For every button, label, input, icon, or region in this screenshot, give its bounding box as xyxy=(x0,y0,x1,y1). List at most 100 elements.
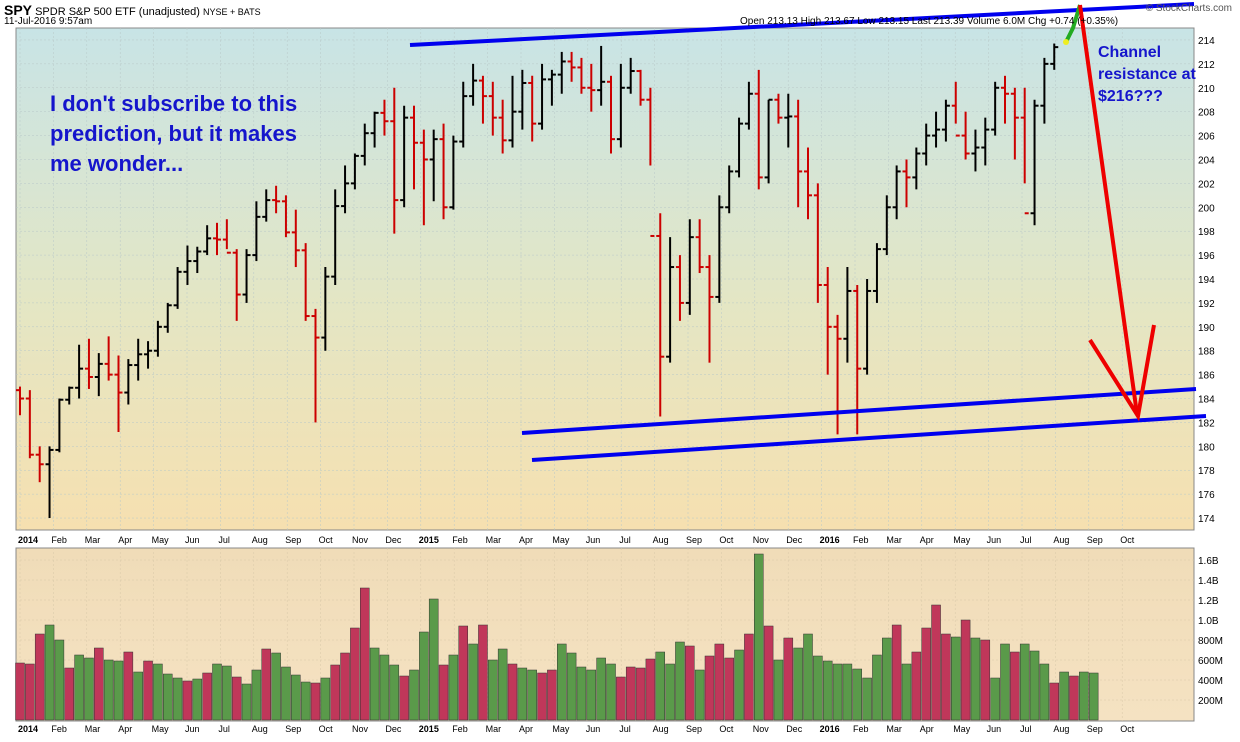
volume-x-axis-label: Aug xyxy=(252,724,268,734)
ohlc-bar xyxy=(567,51,576,82)
x-axis-label: 2014 xyxy=(18,535,38,545)
volume-bar xyxy=(606,663,616,721)
ohlc-bar xyxy=(971,129,980,172)
ohlc-bar xyxy=(941,99,950,142)
ohlc-bar xyxy=(1001,75,1009,124)
ohlc-bar xyxy=(419,129,428,226)
volume-bar xyxy=(685,645,695,721)
volume-bar xyxy=(635,667,646,721)
x-axis-label: Nov xyxy=(352,535,369,545)
price-axis-label: 190 xyxy=(1198,323,1215,334)
x-axis-label: Jul xyxy=(218,535,230,545)
volume-bar xyxy=(665,663,675,721)
x-axis-label: Sep xyxy=(1087,535,1103,545)
volume-bar xyxy=(891,624,902,721)
volume-bar xyxy=(557,643,567,721)
volume-x-axis-label: Dec xyxy=(385,724,402,734)
ohlc-bar xyxy=(794,99,803,208)
x-axis-label: Feb xyxy=(452,535,468,545)
volume-x-axis-label: 2016 xyxy=(820,724,840,734)
ohlc-bar xyxy=(252,201,261,262)
volume-x-axis-label: Aug xyxy=(653,724,669,734)
ohlc-bar xyxy=(902,159,911,208)
ohlc-bar xyxy=(35,446,44,483)
x-axis-label: Oct xyxy=(719,535,734,545)
volume-x-axis-label: Mar xyxy=(886,724,902,734)
volume-bar xyxy=(931,604,941,721)
volume-x-axis-label: Oct xyxy=(319,724,334,734)
volume-bar xyxy=(320,677,331,721)
volume-x-axis-label: Sep xyxy=(1087,724,1103,734)
x-axis-label: Oct xyxy=(319,535,334,545)
volume-x-axis-label: Apr xyxy=(920,724,934,734)
volume-x-axis-label: Feb xyxy=(853,724,869,734)
x-axis-label: Jun xyxy=(185,535,200,545)
volume-bar xyxy=(951,636,961,721)
volume-axis-label: 600M xyxy=(1198,656,1223,667)
volume-x-axis-label: May xyxy=(953,724,971,734)
volume-x-axis-label: Feb xyxy=(51,724,67,734)
volume-bar xyxy=(64,667,74,721)
x-axis-label: Jul xyxy=(1020,535,1032,545)
x-axis-label: Feb xyxy=(853,535,869,545)
volume-bar xyxy=(25,663,35,721)
volume-bar xyxy=(143,660,153,721)
volume-x-axis-label: Sep xyxy=(686,724,702,734)
ohlc-bar xyxy=(449,135,458,210)
price-axis-label: 202 xyxy=(1198,179,1215,190)
ohlc-bar xyxy=(557,51,566,94)
volume-bar xyxy=(133,671,143,721)
ohlc-bar xyxy=(833,314,842,435)
volume-bar xyxy=(379,654,390,721)
x-axis-label: Oct xyxy=(1120,535,1135,545)
volume-axis-label: 200M xyxy=(1198,696,1223,707)
ohlc-bar xyxy=(675,255,684,321)
volume-bar xyxy=(360,587,370,721)
volume-bar xyxy=(842,663,853,721)
ohlc-bar xyxy=(1040,57,1049,124)
trendline-channel-lower xyxy=(531,414,1207,462)
ohlc-bar xyxy=(538,63,547,130)
volume-bar xyxy=(704,655,715,721)
volume-x-axis-label: Apr xyxy=(118,724,132,734)
volume-bar xyxy=(547,669,557,721)
x-axis-label: Apr xyxy=(519,535,533,545)
volume-bar xyxy=(281,666,291,721)
volume-bar xyxy=(724,657,734,721)
volume-bar xyxy=(182,680,193,721)
volume-bar xyxy=(970,637,981,721)
volume-bar xyxy=(399,675,409,721)
volume-bar xyxy=(773,659,784,721)
ohlc-bar xyxy=(134,338,143,381)
ohlc-bar xyxy=(498,99,507,154)
projection-red-arrow xyxy=(1078,4,1139,415)
ohlc-bar xyxy=(75,344,84,399)
ohlc-bar xyxy=(991,81,1000,136)
ohlc-bar xyxy=(528,75,537,142)
last-price-marker xyxy=(1063,39,1069,45)
ohlc-bar xyxy=(400,105,409,208)
volume-bar xyxy=(852,668,862,721)
volume-bar xyxy=(763,625,774,721)
volume-bar xyxy=(734,649,744,721)
ohlc-bar xyxy=(281,195,290,238)
price-axis-label: 196 xyxy=(1198,251,1215,262)
volume-x-axis-label: Mar xyxy=(486,724,502,734)
ohlc-bar xyxy=(163,302,172,333)
ohlc-bar xyxy=(272,185,281,214)
volume-bar xyxy=(694,669,705,721)
projection-green-arrow xyxy=(1064,4,1082,43)
ohlc-bar xyxy=(341,165,350,214)
exchange-label: NYSE + BATS xyxy=(203,7,261,17)
x-axis-label: Apr xyxy=(920,535,934,545)
ohlc-bar xyxy=(410,105,418,190)
projection-red-arrowhead xyxy=(1088,324,1156,422)
volume-x-axis-label: May xyxy=(552,724,570,734)
ohlc-bar xyxy=(104,336,113,381)
ohlc-bar xyxy=(380,99,389,136)
volume-bar xyxy=(1079,671,1089,721)
volume-x-axis-label: Jun xyxy=(987,724,1002,734)
volume-x-axis-label: Jul xyxy=(1020,724,1032,734)
ohlc-bar xyxy=(301,243,310,321)
